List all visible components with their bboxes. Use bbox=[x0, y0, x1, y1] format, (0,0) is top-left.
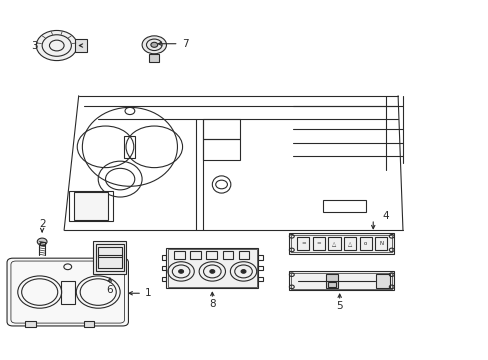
Text: 1: 1 bbox=[144, 288, 151, 298]
Bar bbox=[297, 237, 309, 250]
Bar bbox=[161, 266, 166, 270]
Bar bbox=[289, 271, 393, 290]
Circle shape bbox=[178, 270, 183, 273]
Text: o: o bbox=[363, 241, 366, 246]
Circle shape bbox=[142, 36, 166, 54]
Bar bbox=[166, 248, 258, 288]
Text: 2: 2 bbox=[39, 219, 45, 229]
Bar bbox=[328, 237, 340, 250]
Text: 8: 8 bbox=[208, 299, 215, 309]
Bar bbox=[74, 192, 108, 220]
Bar bbox=[222, 252, 233, 260]
Bar bbox=[149, 54, 159, 62]
Bar bbox=[375, 274, 389, 288]
Bar bbox=[374, 237, 386, 250]
Bar bbox=[289, 233, 393, 253]
Bar bbox=[161, 277, 166, 281]
Bar bbox=[124, 136, 135, 158]
Bar bbox=[203, 139, 239, 160]
Text: △: △ bbox=[347, 241, 351, 246]
Bar bbox=[312, 237, 325, 250]
Bar bbox=[325, 274, 337, 288]
Bar bbox=[83, 321, 94, 327]
Bar bbox=[359, 237, 371, 250]
Text: =: = bbox=[300, 241, 305, 246]
Bar bbox=[327, 282, 335, 287]
Circle shape bbox=[36, 31, 77, 60]
Text: △: △ bbox=[332, 241, 336, 246]
Bar bbox=[98, 255, 122, 268]
Bar bbox=[69, 191, 113, 221]
Bar bbox=[96, 244, 124, 271]
FancyBboxPatch shape bbox=[7, 258, 128, 326]
Text: =: = bbox=[316, 241, 321, 246]
Bar bbox=[258, 266, 263, 270]
Text: 3: 3 bbox=[31, 41, 38, 50]
Bar bbox=[75, 39, 87, 52]
Circle shape bbox=[241, 270, 245, 273]
Bar bbox=[161, 255, 166, 260]
Bar bbox=[203, 119, 239, 139]
Bar bbox=[190, 252, 201, 260]
Bar bbox=[93, 241, 126, 274]
Bar bbox=[258, 255, 263, 260]
Bar bbox=[25, 321, 36, 327]
Bar bbox=[98, 247, 122, 257]
Bar bbox=[40, 242, 44, 245]
Text: 5: 5 bbox=[336, 301, 342, 311]
Text: 6: 6 bbox=[106, 285, 113, 295]
Text: N: N bbox=[378, 241, 383, 246]
Bar bbox=[167, 249, 256, 287]
Bar bbox=[61, 281, 75, 303]
Bar bbox=[258, 277, 263, 281]
Bar bbox=[343, 237, 355, 250]
Bar bbox=[174, 252, 184, 260]
Bar bbox=[206, 252, 217, 260]
Bar bbox=[291, 273, 391, 289]
Circle shape bbox=[37, 238, 47, 245]
Circle shape bbox=[209, 270, 214, 273]
Bar bbox=[291, 234, 391, 252]
Text: 7: 7 bbox=[182, 39, 188, 49]
Circle shape bbox=[151, 42, 158, 47]
Bar bbox=[322, 200, 366, 212]
Bar bbox=[238, 252, 249, 260]
Text: 4: 4 bbox=[381, 211, 388, 221]
